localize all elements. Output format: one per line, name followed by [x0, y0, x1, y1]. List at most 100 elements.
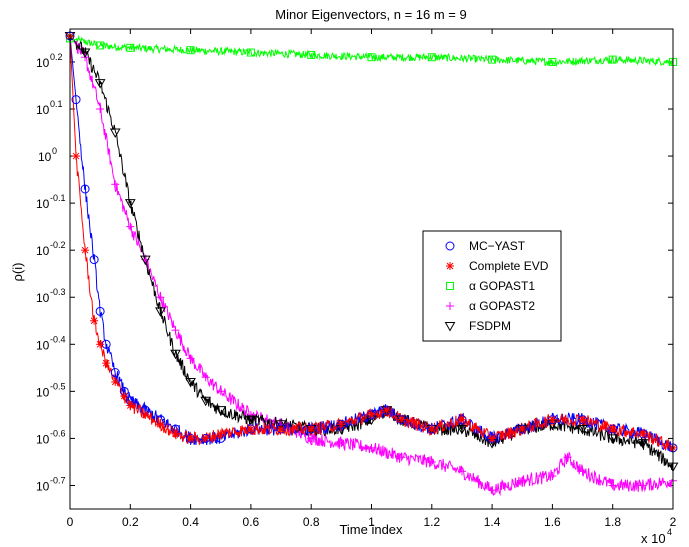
data-point: [201, 373, 210, 382]
data-point: [81, 246, 90, 255]
y-tick-label-exp: -0.4: [50, 334, 66, 344]
data-point: [186, 354, 195, 363]
data-point: [201, 434, 210, 443]
marker-star: [458, 416, 466, 423]
data-point: [170, 349, 181, 360]
marker-star: [609, 425, 617, 433]
marker-triangle: [124, 199, 136, 209]
legend-label: Complete EVD: [469, 259, 549, 273]
marker-triangle: [215, 406, 227, 416]
y-tick-label: 10: [36, 338, 50, 352]
marker-star: [120, 392, 128, 400]
data-point: [382, 406, 391, 415]
marker-star: [247, 425, 255, 433]
legend-label: FSDPM: [469, 319, 511, 333]
data-point: [185, 377, 196, 388]
data-point: [246, 48, 255, 57]
marker-square: [96, 41, 105, 50]
marker-triangle: [607, 434, 619, 444]
data-point: [275, 420, 287, 430]
legend-label: α GOPAST2: [469, 299, 535, 313]
marker-star: [428, 425, 436, 433]
data-point: [457, 415, 466, 424]
data-point: [307, 434, 316, 443]
y-tick-label: 10: [36, 432, 50, 446]
marker-star: [157, 420, 164, 428]
data-point: [277, 425, 286, 433]
y-tick-labels: 10 0.210 0.110 010 -0.110 -0.210 -0.310 -0.410-…: [36, 52, 66, 494]
y-tick-label: 10: [36, 479, 50, 493]
marker-star: [639, 430, 647, 438]
legend-entry: Complete EVD: [446, 259, 549, 273]
marker-star: [72, 152, 80, 160]
marker-star: [126, 402, 134, 409]
data-point: [608, 481, 617, 490]
data-point: [548, 57, 557, 66]
data-point: [126, 43, 135, 52]
y-tick-label-exp: -0.6: [50, 428, 66, 438]
legend-label: MC−YAST: [469, 239, 526, 253]
x-multiplier-exp: 4: [667, 527, 672, 537]
data-point: [79, 48, 91, 59]
data-point: [577, 425, 588, 435]
data-point: [337, 439, 346, 448]
x-tick-label: 1: [368, 515, 375, 529]
marker-triangle: [637, 439, 649, 449]
marker-star: [277, 425, 285, 433]
data-point: [488, 55, 497, 64]
data-point: [96, 340, 105, 349]
data-point: [96, 105, 105, 113]
legend-marker: [445, 241, 455, 251]
data-point: [457, 467, 466, 476]
data-point: [488, 486, 497, 495]
x-tick-label: 1.2: [423, 515, 440, 529]
data-point: [578, 415, 587, 424]
marker-square: [367, 53, 376, 62]
marker-triangle: [155, 307, 166, 317]
data-point: [171, 429, 180, 438]
data-point: [216, 429, 225, 438]
marker-square: [548, 57, 557, 66]
y-tick-label: 10: [36, 291, 50, 305]
data-point: [518, 476, 527, 485]
marker-star: [383, 406, 390, 414]
x-axis-label: Time index: [339, 522, 403, 537]
y-axis-label: ρ(i): [10, 263, 25, 282]
marker-square: [246, 48, 255, 57]
x-tick-label: 1.4: [484, 515, 501, 529]
legend-marker: [446, 302, 454, 310]
x-tick-label: 1.6: [544, 515, 561, 529]
marker-square: [608, 55, 617, 64]
y-tick-label: 10: [38, 150, 52, 164]
data-point: [638, 429, 647, 438]
data-point: [427, 425, 436, 433]
data-point: [427, 457, 436, 466]
marker-square: [488, 55, 497, 64]
legend-marker: [444, 322, 456, 332]
data-point: [186, 46, 195, 55]
data-point: [518, 425, 527, 433]
data-point: [140, 255, 151, 266]
plot-frame: [69, 28, 674, 510]
data-point: [367, 410, 376, 419]
marker-triangle: [185, 377, 196, 388]
data-point: [141, 410, 150, 419]
marker-star: [488, 435, 496, 442]
data-point: [216, 387, 225, 396]
marker-star: [337, 420, 345, 428]
y-tick-label: 10: [36, 197, 50, 211]
marker-star: [142, 411, 149, 419]
data-point: [124, 199, 136, 209]
data-point: [156, 420, 165, 429]
data-point: [397, 453, 406, 462]
marker-star: [549, 416, 556, 423]
legend-entry: α GOPAST2: [446, 299, 535, 313]
data-point: [111, 180, 120, 189]
marker-star: [307, 425, 315, 433]
chart-title: Minor Eigenvectors, n = 16 m = 9: [275, 7, 466, 22]
marker-square: [446, 282, 454, 290]
legend-entry: α GOPAST1: [446, 279, 535, 293]
x-tick-labels: 0 0.2 0.4 0.6 0.8 1 1.2 1.4 1.6 1.8 2: [67, 515, 677, 529]
data-point: [200, 396, 212, 407]
